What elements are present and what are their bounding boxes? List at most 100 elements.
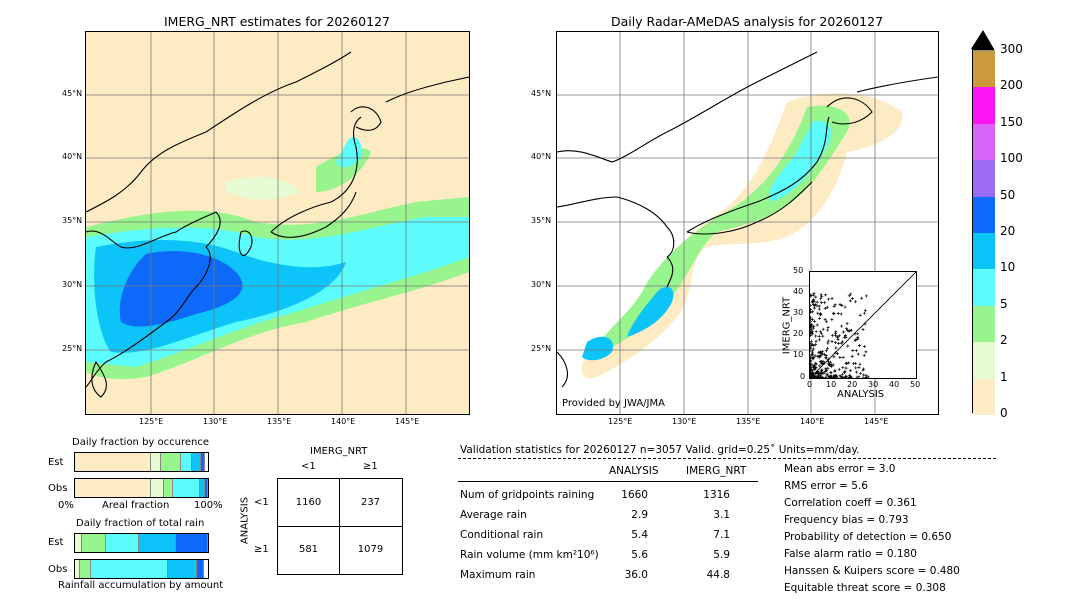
- scatter-point: [858, 313, 862, 317]
- scatter-point: [814, 295, 818, 299]
- validation-col-underline: [458, 481, 758, 482]
- validation-analysis-value: 36.0: [624, 569, 648, 581]
- colorbar-extend-triangle: [971, 30, 994, 49]
- scatter-point: [818, 373, 822, 377]
- scatter-point: [845, 328, 849, 332]
- scatter-point: [808, 303, 812, 307]
- occurrence-axis-left: 0%: [58, 500, 74, 511]
- scatter-point: [816, 355, 820, 359]
- scatter-point: [816, 311, 820, 315]
- scatter-point: [814, 334, 818, 338]
- fraction-segment: [197, 560, 204, 578]
- scatter-xtick: 40: [889, 380, 900, 389]
- score-line: Mean abs error = 3.0: [784, 463, 896, 475]
- rain-fraction-footer: Rainfall accumulation by amount: [58, 580, 224, 591]
- scatter-point: [814, 339, 818, 343]
- scatter-point: [808, 317, 812, 321]
- right-lon-label: 140°E: [800, 417, 825, 426]
- occurrence-est-bar: [74, 452, 209, 472]
- scatter-point: [826, 357, 830, 361]
- fraction-segment: [81, 534, 106, 552]
- scatter-point: [847, 361, 851, 365]
- scatter-point: [834, 330, 838, 334]
- left-lon-label: 135°E: [267, 417, 292, 426]
- scatter-point: [861, 368, 865, 372]
- scatter-point: [818, 364, 822, 368]
- scatter-point: [811, 351, 815, 355]
- scatter-point: [825, 346, 829, 350]
- colorbar-segments: [973, 50, 995, 415]
- validation-analysis-value: 5.4: [631, 529, 648, 541]
- scatter-point: [840, 324, 844, 328]
- scatter-point: [862, 311, 866, 315]
- scatter-point: [862, 373, 866, 377]
- fraction-segment: [75, 534, 82, 552]
- right-lat-label: 25°N: [531, 344, 552, 353]
- scatter-point: [844, 361, 848, 365]
- scatter-point: [814, 330, 818, 334]
- scatter-point: [833, 341, 837, 345]
- validation-row-label: Rain volume (mm km²10⁶): [460, 549, 599, 561]
- scatter-point: [821, 334, 825, 338]
- validation-imerg-value: 3.1: [713, 509, 730, 521]
- scatter-point: [847, 294, 851, 298]
- fraction-segment: [201, 453, 206, 471]
- scatter-point: [826, 339, 830, 343]
- scatter-point: [839, 341, 843, 345]
- scatter-ytick: 20: [793, 329, 804, 338]
- scatter-point: [857, 366, 861, 370]
- colorbar-ticks: 0 1 2 5 10 20 50 100 150 200 300: [972, 42, 1032, 420]
- left-lon-label: 145°E: [395, 417, 420, 426]
- scatter-point: [848, 369, 852, 373]
- scatter-point: [812, 374, 816, 378]
- scatter-point: [857, 375, 861, 379]
- colorbar-tick-label: 10: [1000, 260, 1016, 275]
- right-lon-label: 135°E: [736, 417, 761, 426]
- scatter-point: [832, 311, 836, 315]
- validation-col-analysis: ANALYSIS: [609, 465, 659, 477]
- scatter-point: [826, 366, 830, 370]
- scatter-xtick: 0: [807, 380, 813, 389]
- scatter-point: [833, 303, 837, 307]
- scatter-point: [809, 328, 813, 332]
- score-line: RMS error = 5.6: [784, 480, 868, 492]
- scatter-point: [817, 307, 821, 311]
- fraction-segment: [80, 560, 91, 578]
- scatter-point: [864, 294, 868, 298]
- score-line: False alarm ratio = 0.180: [784, 548, 917, 560]
- scatter-point: [819, 369, 823, 373]
- scatter-point: [837, 334, 841, 338]
- scatter-point: [818, 355, 822, 359]
- scatter-point: [823, 352, 827, 356]
- contingency-col-label: ≥1: [363, 461, 378, 472]
- scatter-point: [813, 354, 817, 358]
- occurrence-title: Daily fraction by occurence: [72, 437, 210, 448]
- left-lat-label: 35°N: [62, 216, 83, 225]
- scatter-point: [829, 374, 833, 378]
- left-lon-label: 140°E: [331, 417, 356, 426]
- scatter-point: [847, 373, 851, 377]
- right-map-title: Daily Radar-AMeDAS analysis for 20260127: [610, 14, 884, 29]
- fraction-segment: [205, 479, 208, 497]
- scatter-xtick: 30: [868, 380, 879, 389]
- colorbar: [972, 49, 995, 415]
- colorbar-segment: [973, 50, 995, 88]
- scatter-xlabel: ANALYSIS: [837, 389, 885, 400]
- right-lat-label: 45°N: [531, 89, 552, 98]
- contingency-cell: 1079: [357, 544, 384, 555]
- scatter-point: [822, 371, 826, 375]
- left-rain-field: [86, 137, 469, 380]
- scatter-point: [824, 367, 828, 371]
- fraction-segment: [173, 479, 200, 497]
- scatter-point: [820, 349, 824, 353]
- fraction-segment: [161, 453, 182, 471]
- scatter-point: [810, 371, 814, 375]
- rain-fraction-row-label: Obs: [48, 564, 68, 575]
- left-map: [85, 31, 470, 415]
- scatter-point: [812, 291, 816, 295]
- validation-col-imerg: IMERG_NRT: [686, 465, 747, 477]
- occurrence-axis-right: 100%: [194, 500, 223, 511]
- scatter-point: [835, 352, 839, 356]
- scatter-ytick: 30: [793, 308, 804, 317]
- scatter-point: [828, 360, 832, 364]
